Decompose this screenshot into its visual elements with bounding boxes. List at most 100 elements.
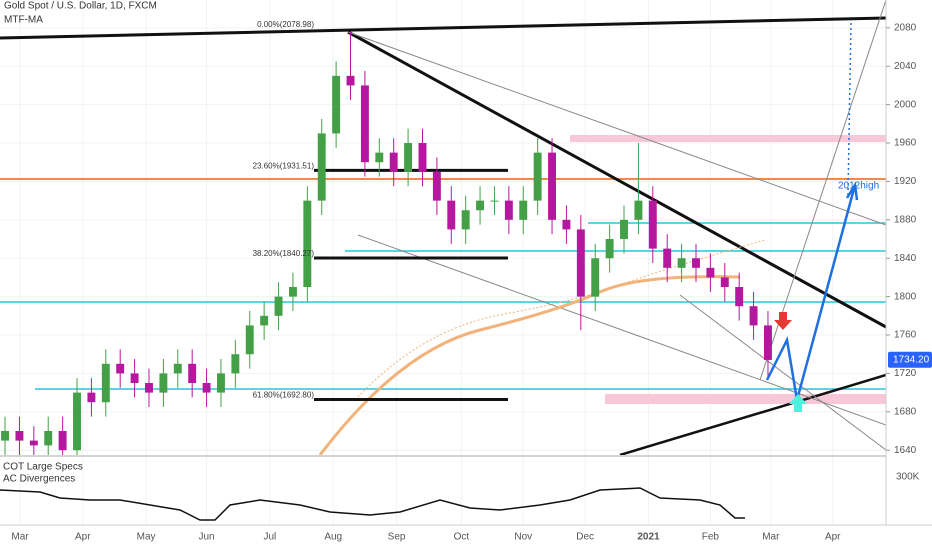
x-tick-label: Aug [324,532,342,543]
candles [1,32,772,455]
candle-body [562,219,571,230]
candle-body [605,239,614,259]
y-tick-label: 1920 [894,176,917,187]
zone [570,135,886,142]
x-tick-label: 2021 [637,532,660,543]
candle-body [591,258,600,297]
candle-body [317,133,326,201]
y-tick-label: 2040 [894,61,917,72]
candle-body [73,392,81,451]
x-tick-label: Mar [762,532,780,543]
grid [0,0,886,525]
candle-body [303,200,312,288]
pane-label: AC Divergences [3,474,75,485]
fib-label: 0.00%(2078.98) [257,20,314,29]
candle-body [476,200,485,211]
up-arrow [789,394,807,412]
candle-body [245,325,254,355]
channel-line [347,31,886,226]
y-tick-label: 1760 [894,330,917,341]
y-tick-label: 2000 [894,99,917,110]
moving-average [354,239,766,401]
candle-body [764,325,772,360]
x-tick-label: May [137,532,156,543]
chart-title: Gold Spot / U.S. Dollar, 1D, FXCM [4,1,157,12]
candle-body [735,287,744,307]
trend-line [0,16,886,40]
y-tick-label: 2080 [894,22,917,33]
candle-body [44,431,53,446]
y-tick-label: 1680 [894,406,917,417]
candle-body [634,200,643,220]
candle-body [116,363,125,374]
x-tick-label: Nov [514,532,532,543]
moving-average [318,275,741,455]
x-tick-label: Mar [11,532,29,543]
lower-pane [0,487,745,521]
candle-body [663,248,672,268]
x-tick-label: Feb [702,532,720,543]
candle-body [620,219,628,240]
candle-body [432,171,441,201]
drawings [0,0,886,455]
candle-body [461,210,470,230]
channel-line [679,294,886,451]
candle-body [288,287,297,297]
candle-body [260,315,269,326]
candle-body [648,200,657,249]
y-tick-label: 1800 [894,291,917,302]
fib-label: 38.20%(1840.27) [253,249,315,258]
trend-line [619,373,886,455]
candle-body [533,152,542,201]
price-label: 1734.20 [893,354,930,365]
x-tick-label: Sep [388,532,406,543]
zone [605,394,886,404]
y-tick-label: 1880 [894,214,917,225]
x-tick-label: Dec [576,532,594,543]
candle-body [101,363,110,403]
x-tick-label: Jul [264,532,277,543]
candle-body [749,306,758,326]
candle-body [159,373,168,393]
candle-body [332,75,341,134]
candle-body [389,152,398,172]
candle-body [145,383,153,393]
candle-body [504,200,513,220]
candle-body [231,354,240,374]
candle-body [173,363,182,374]
candle-body [202,383,211,393]
candle-body [519,200,528,220]
price-badge [888,351,932,368]
y-tick-label: 1840 [894,253,917,264]
candle-body [706,267,715,278]
candle-body [692,258,700,268]
candle-body [15,431,24,441]
pane-tick-label: 300K [896,472,920,483]
candle-body [87,392,96,403]
pane-label: COT Large Specs [3,462,83,473]
candle-body [447,200,456,230]
trend-line [347,30,886,329]
candle-body [720,277,729,288]
candle-body [274,296,283,316]
candle-body [375,152,384,163]
candle-body [188,363,197,384]
x-tick-label: Apr [75,532,91,543]
target-line [847,21,852,196]
projection [765,184,857,401]
candle-body [360,85,369,163]
candle-body [677,258,686,268]
fib-label: 61.80%(1692.80) [253,391,315,400]
candle-body [548,152,556,220]
down-arrow [774,312,792,330]
candle-body [1,431,9,441]
annotation: 2012high [838,181,879,192]
candle-body [404,143,413,172]
candle-body [346,75,355,86]
candle-body [490,200,499,202]
y-tick-label: 1960 [894,138,917,149]
cot-line [0,487,745,521]
candle-body [29,440,38,446]
fib-label: 23.60%(1931.51) [253,161,315,170]
